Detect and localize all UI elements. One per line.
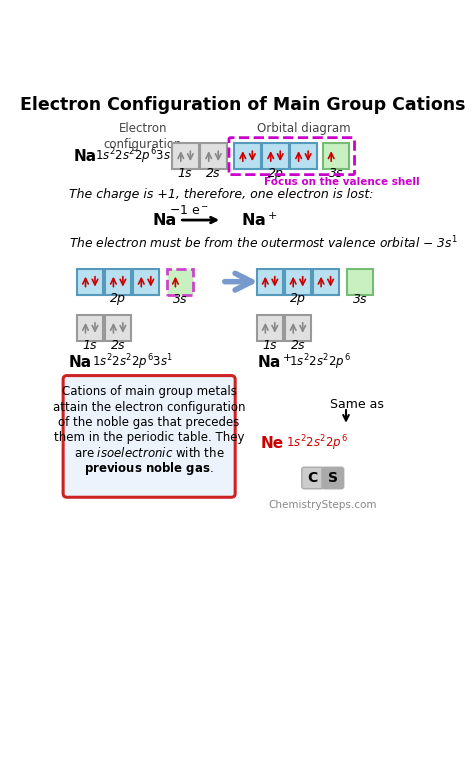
Text: them in the periodic table. They: them in the periodic table. They [54,432,245,444]
Text: The electron must be from the outermost valence orbital $-$ 3$s^1$: The electron must be from the outermost … [69,235,457,251]
FancyBboxPatch shape [63,376,235,498]
Bar [257,315,283,341]
Text: C: C [308,471,318,485]
Text: 2$s$: 2$s$ [205,167,221,181]
Text: Electron Configuration of Main Group Cations: Electron Configuration of Main Group Cat… [20,96,465,115]
Text: Same as: Same as [330,398,384,412]
Bar [257,269,283,294]
Bar [347,269,373,294]
Text: 2$s$: 2$s$ [290,339,306,352]
Text: Na: Na [153,212,177,228]
Text: Na$^+$: Na$^+$ [257,354,292,371]
Text: The charge is +1, therefore, one electron is lost:: The charge is +1, therefore, one electro… [69,188,373,202]
Bar [313,269,339,294]
Text: 1$s$: 1$s$ [177,167,194,181]
Bar [173,143,199,169]
Text: Orbital diagram: Orbital diagram [256,122,350,136]
Text: 2$p$: 2$p$ [109,291,127,308]
Bar [285,315,311,341]
Bar [167,269,193,294]
Text: 1$s^2$2$s^2$2$p^6$: 1$s^2$2$s^2$2$p^6$ [290,353,351,372]
Text: 3$s$: 3$s$ [328,167,344,181]
Bar [201,143,227,169]
Bar [285,269,311,294]
Text: 3$s$: 3$s$ [172,293,188,306]
Text: 1$s^2$2$s^2$2$p^6$3$s^1$: 1$s^2$2$s^2$2$p^6$3$s^1$ [92,353,173,372]
Text: 1$s$: 1$s$ [262,339,278,352]
Text: 3$s$: 3$s$ [352,293,368,306]
Bar [77,269,103,294]
Bar [262,143,289,169]
FancyBboxPatch shape [302,467,324,489]
Bar [105,315,131,341]
Text: 2$p$: 2$p$ [267,166,284,182]
Text: 2$p$: 2$p$ [289,291,307,308]
Text: $\bf{previous\ noble\ gas}$.: $\bf{previous\ noble\ gas}$. [84,460,214,477]
Bar [133,269,159,294]
Text: Na: Na [69,355,91,370]
Text: 2$s$: 2$s$ [110,339,126,352]
Bar [77,315,103,341]
Text: of the noble gas that precedes: of the noble gas that precedes [58,416,240,429]
Text: ChemistrySteps.com: ChemistrySteps.com [268,500,377,510]
Bar [105,269,131,294]
Text: S: S [328,471,338,485]
Bar [323,143,349,169]
Text: 1$s$: 1$s$ [82,339,98,352]
Text: Na: Na [73,149,96,164]
Text: Ne: Ne [261,436,284,451]
Text: 1$s^2$2$s^2$2$p^6$3$s^1$: 1$s^2$2$s^2$2$p^6$3$s^1$ [95,146,176,166]
Text: Na$^+$: Na$^+$ [241,212,278,229]
FancyBboxPatch shape [322,467,344,489]
Text: $-$1 e$^-$: $-$1 e$^-$ [169,205,210,217]
Text: are $\it{isoelectronic}$ with the: are $\it{isoelectronic}$ with the [74,446,225,460]
Text: Cations of main group metals: Cations of main group metals [62,385,237,398]
Bar [235,143,261,169]
Bar [290,143,317,169]
Text: Focus on the valence shell: Focus on the valence shell [264,177,419,187]
Text: 1$s^2$2$s^2$2$p^6$: 1$s^2$2$s^2$2$p^6$ [286,433,348,453]
Text: Electron
configuration: Electron configuration [104,122,182,151]
Text: attain the electron configuration: attain the electron configuration [53,401,246,414]
